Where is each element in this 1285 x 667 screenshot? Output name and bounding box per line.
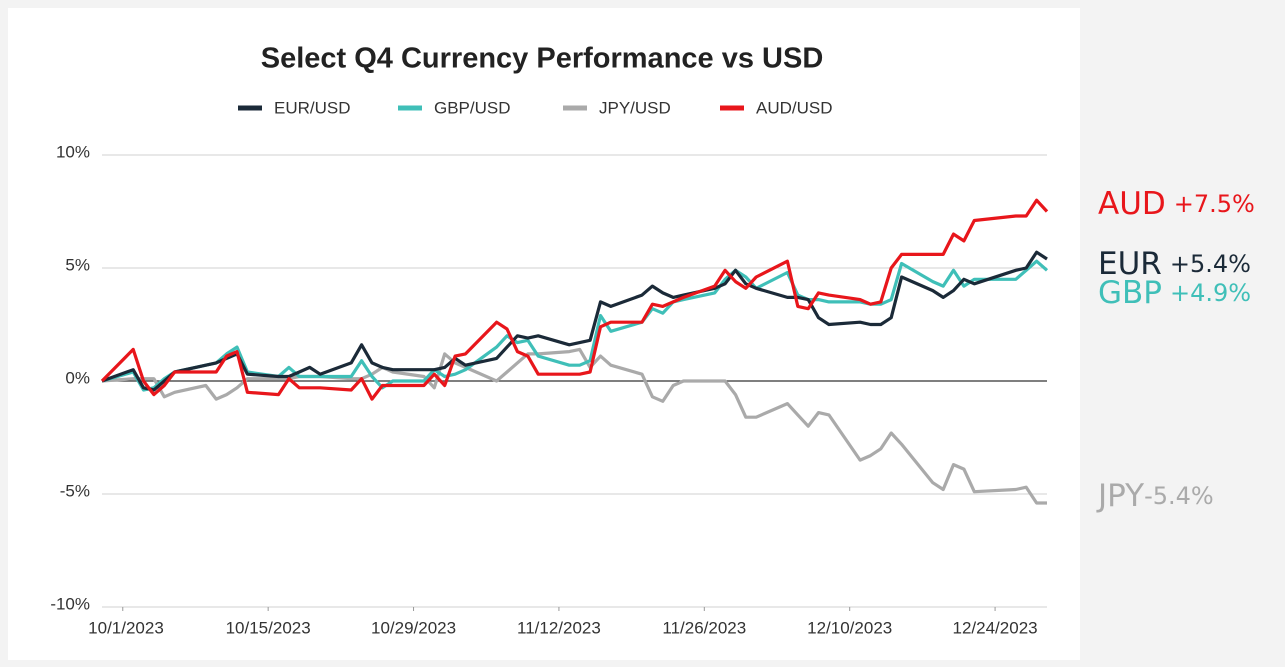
legend-label: JPY/USD (599, 98, 671, 117)
side-change: +7.5% (1174, 190, 1255, 218)
y-tick-label: 10% (56, 142, 90, 161)
x-tick-label: 10/1/2023 (88, 618, 164, 637)
y-tick-label: -5% (60, 481, 90, 500)
chart-title: Select Q4 Currency Performance vs USD (261, 43, 824, 75)
legend-label: EUR/USD (274, 98, 351, 117)
x-tick-label: 12/10/2023 (807, 618, 892, 637)
side-currency: AUD (1098, 186, 1166, 222)
side-currency: GBP (1098, 275, 1162, 311)
y-tick-label: 5% (65, 255, 90, 274)
x-tick-label: 10/29/2023 (371, 618, 456, 637)
series-line (101, 347, 1047, 505)
x-tick-label: 12/24/2023 (953, 618, 1038, 637)
legend-label: GBP/USD (434, 98, 511, 117)
series-line (100, 198, 1049, 401)
side-label: AUD +7.5% (1098, 186, 1255, 222)
side-currency: EUR (1098, 246, 1162, 282)
side-label: JPY-5.4% (1096, 478, 1214, 514)
y-tick-label: -10% (50, 594, 90, 613)
series-line (101, 250, 1048, 392)
y-tick-label: 0% (65, 368, 90, 387)
x-tick-label: 10/15/2023 (226, 618, 311, 637)
side-label: GBP +4.9% (1098, 275, 1251, 311)
side-label: EUR +5.4% (1098, 246, 1251, 282)
chart-panel (8, 8, 1080, 660)
legend-label: AUD/USD (756, 98, 833, 117)
side-change: +4.9% (1170, 279, 1251, 307)
x-tick-label: 11/12/2023 (517, 618, 601, 637)
side-change: -5.4% (1144, 482, 1214, 510)
x-tick-label: 11/26/2023 (662, 618, 746, 637)
side-currency: JPY (1096, 478, 1144, 514)
side-change: +5.4% (1170, 250, 1251, 278)
